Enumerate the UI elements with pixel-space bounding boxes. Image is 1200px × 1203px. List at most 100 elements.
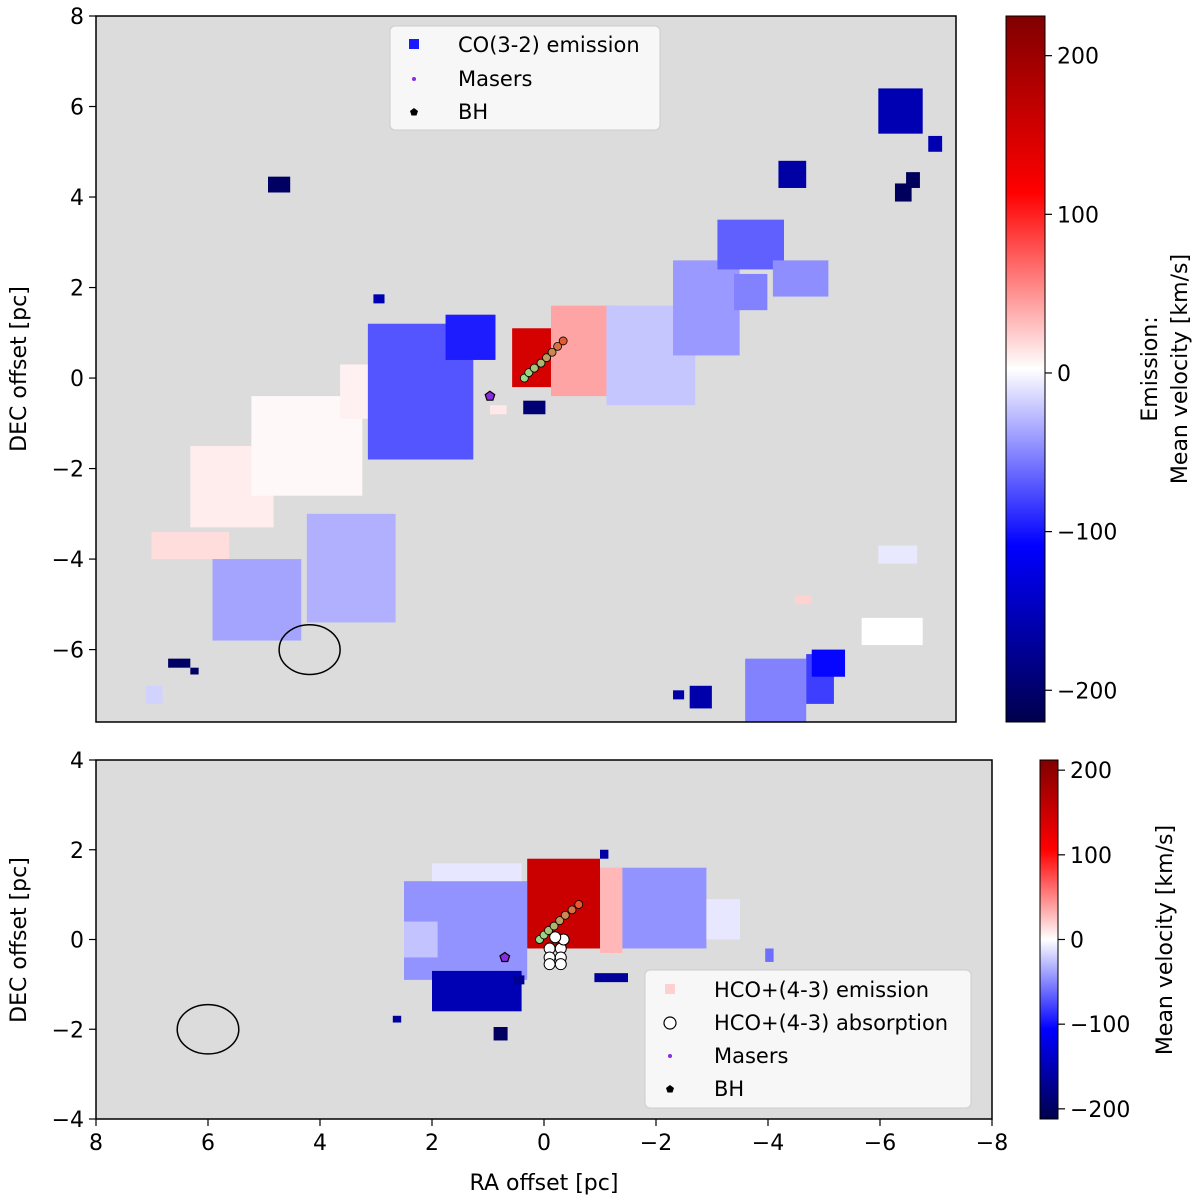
top-colorbar-ticks: −200 −100 0 100 200 <box>1045 45 1117 704</box>
legend-masers-marker-2 <box>668 1054 672 1058</box>
y-tick-label: 0 <box>70 367 84 392</box>
colorbar-tick-label: −100 <box>1057 521 1117 546</box>
velocity-region <box>404 921 438 958</box>
top-panel: −6 −4 −2 0 2 4 6 8 DEC offset [pc] CO(3-2) emis… <box>7 5 1193 723</box>
colorbar-tick-label: −100 <box>1070 1013 1130 1038</box>
beam-ellipse <box>176 1003 240 1055</box>
legend-hco-emission-label: HCO+(4-3) emission <box>714 978 929 1002</box>
x-tick-label: −6 <box>864 1131 896 1156</box>
y-tick-label: 8 <box>70 5 84 30</box>
maser-point <box>558 336 568 346</box>
black-hole-marker <box>499 951 511 963</box>
y-tick-label: 0 <box>70 929 84 954</box>
y-tick-label: −2 <box>52 1018 84 1043</box>
velocity-region <box>594 973 628 983</box>
y-tick-label: −6 <box>52 639 84 664</box>
x-tick-label: 2 <box>425 1131 439 1156</box>
legend-bh-marker <box>410 108 418 116</box>
bottom-colorbar-label: Mean velocity [km/s] <box>1153 825 1178 1055</box>
y-tick-label: 6 <box>70 96 84 121</box>
legend-hco-absorption-label: HCO+(4-3) absorption <box>714 1011 948 1035</box>
velocity-region <box>894 183 912 202</box>
velocity-region <box>523 400 546 415</box>
x-tick-label: 6 <box>201 1131 215 1156</box>
velocity-region <box>745 658 807 722</box>
legend-bh-label: BH <box>458 100 488 124</box>
colorbar-tick-label: 0 <box>1070 929 1084 954</box>
y-tick-label: −2 <box>52 458 84 483</box>
bottom-colorbar <box>1039 759 1059 1120</box>
legend-bh-marker-2 <box>666 1085 674 1093</box>
absorption-point <box>549 931 562 944</box>
velocity-region <box>151 531 230 560</box>
maser-point <box>574 900 584 909</box>
maser-point <box>549 921 559 931</box>
maser-point <box>547 347 557 357</box>
x-tick-label: −8 <box>976 1131 1008 1156</box>
top-colorbar-label-line2: Mean velocity [km/s] <box>1168 254 1193 484</box>
velocity-region <box>268 176 291 193</box>
velocity-region <box>550 305 618 397</box>
top-y-ticks: −6 −4 −2 0 2 4 6 8 <box>52 5 96 664</box>
y-tick-label: −4 <box>52 548 84 573</box>
velocity-region <box>811 649 846 677</box>
velocity-region <box>795 595 812 605</box>
bottom-legend: HCO+(4-3) emission HCO+(4-3) absorption … <box>644 969 972 1109</box>
maser-point <box>536 358 546 368</box>
velocity-region <box>861 617 923 646</box>
colorbar-tick-label: 0 <box>1057 362 1071 387</box>
velocity-region <box>878 545 918 564</box>
velocity-region <box>689 685 712 709</box>
colorbar-tick-label: −200 <box>1057 679 1117 704</box>
colorbar-tick-label: 200 <box>1057 45 1099 70</box>
y-tick-label: 4 <box>70 749 84 774</box>
maser-point <box>560 910 570 920</box>
velocity-region <box>622 867 707 949</box>
velocity-region <box>432 863 522 882</box>
y-tick-label: 2 <box>70 277 84 302</box>
bottom-y-ticks: −4 −2 0 2 4 <box>52 749 96 1133</box>
velocity-region <box>445 314 496 360</box>
velocity-region <box>772 260 829 297</box>
beam-ellipse <box>278 623 341 676</box>
absorption-point <box>543 958 556 971</box>
top-y-label: DEC offset [pc] <box>7 286 32 452</box>
maser-point <box>553 341 563 351</box>
top-colorbar <box>1005 15 1046 723</box>
bottom-panel: −4 −2 0 2 4 8 6 4 2 0 −2 −4 −6 −8 DEC offset [pc] RA… <box>7 749 1178 1196</box>
velocity-region <box>928 135 943 152</box>
velocity-region <box>489 405 507 415</box>
y-tick-label: 2 <box>70 839 84 864</box>
x-tick-label: −2 <box>640 1131 672 1156</box>
maser-point <box>529 363 539 373</box>
legend-hco-emission-marker <box>665 984 675 994</box>
top-frame <box>95 15 957 723</box>
velocity-region <box>168 658 191 668</box>
x-tick-label: 8 <box>89 1131 103 1156</box>
velocity-region <box>212 559 302 641</box>
velocity-region <box>734 273 768 311</box>
legend-co-emission-label: CO(3-2) emission <box>458 33 640 57</box>
bottom-y-label: DEC offset [pc] <box>7 857 32 1023</box>
velocity-region <box>306 513 396 623</box>
velocity-region <box>765 948 774 962</box>
bottom-colorbar-ticks: −200 −100 0 100 200 <box>1058 759 1130 1123</box>
bottom-x-label: RA offset [pc] <box>470 1171 619 1196</box>
top-velocity-regions <box>145 88 943 722</box>
velocity-region <box>778 160 807 188</box>
top-legend: CO(3-2) emission Masers BH <box>389 25 661 131</box>
velocity-region <box>373 294 385 304</box>
velocity-region <box>513 975 525 985</box>
legend-masers-marker <box>412 77 416 81</box>
velocity-region <box>392 1015 402 1023</box>
y-tick-label: −4 <box>52 1108 84 1133</box>
colorbar-tick-label: 100 <box>1070 844 1112 869</box>
velocity-region <box>145 685 163 704</box>
x-tick-label: 0 <box>537 1131 551 1156</box>
x-tick-label: 4 <box>313 1131 327 1156</box>
maser-point <box>555 916 565 926</box>
velocity-region <box>432 970 522 1012</box>
velocity-region <box>600 849 609 859</box>
legend-bh-label-2: BH <box>714 1077 744 1101</box>
x-tick-label: −4 <box>752 1131 784 1156</box>
